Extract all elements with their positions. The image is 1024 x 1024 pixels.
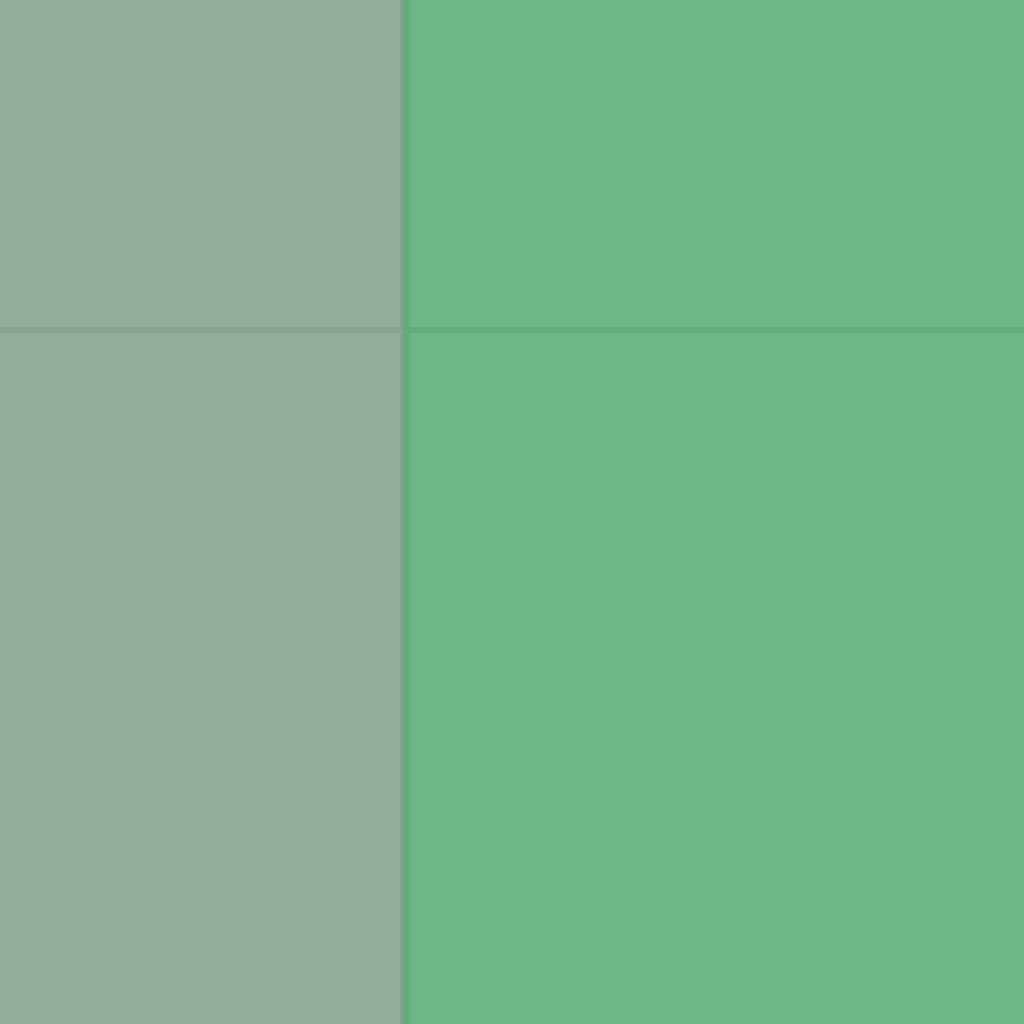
bottom-left-panel <box>0 333 403 1024</box>
bottom-right-panel <box>403 333 1024 1024</box>
top-left-panel <box>0 0 403 333</box>
top-right-panel <box>403 0 1024 333</box>
